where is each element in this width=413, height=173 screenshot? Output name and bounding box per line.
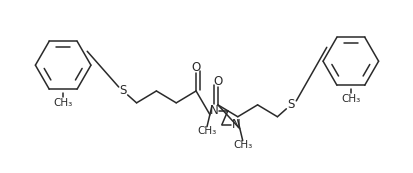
Text: CH₃: CH₃ bbox=[340, 94, 360, 104]
Text: CH₃: CH₃ bbox=[53, 98, 73, 108]
Text: S: S bbox=[119, 84, 126, 97]
Text: N: N bbox=[231, 118, 240, 131]
Text: O: O bbox=[191, 61, 200, 74]
Text: O: O bbox=[213, 75, 222, 88]
Text: CH₃: CH₃ bbox=[197, 126, 216, 136]
Text: CH₃: CH₃ bbox=[233, 140, 252, 149]
Text: N: N bbox=[209, 104, 218, 117]
Text: S: S bbox=[287, 98, 294, 111]
